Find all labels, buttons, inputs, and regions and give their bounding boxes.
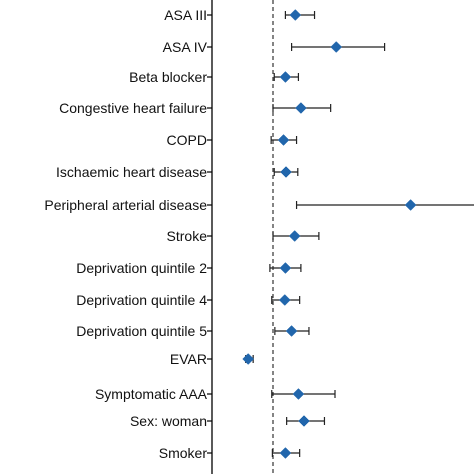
forest-row: ASA IV	[163, 39, 386, 55]
forest-row: Congestive heart failure	[59, 100, 332, 116]
estimate-marker	[285, 325, 298, 337]
category-label: Symptomatic AAA	[95, 386, 208, 402]
estimate-marker	[277, 134, 290, 146]
estimate-marker	[280, 166, 292, 178]
forest-rows: ASA III ASA IV Beta blocker Congestive hear…	[44, 7, 474, 461]
estimate-marker	[242, 353, 255, 365]
forest-row: Ischaemic heart disease	[56, 164, 299, 180]
category-label: Stroke	[167, 228, 208, 244]
estimate-marker	[278, 294, 291, 306]
category-label: COPD	[167, 132, 207, 148]
estimate-marker	[298, 415, 310, 427]
forest-row: Sex: woman	[130, 413, 326, 429]
category-label: Smoker	[159, 445, 208, 461]
forest-row: Peripheral arterial disease	[44, 197, 474, 213]
forest-row: Beta blocker	[129, 69, 300, 85]
estimate-marker	[295, 102, 307, 114]
category-label: Deprivation quintile 4	[76, 292, 207, 308]
category-label: Congestive heart failure	[59, 100, 207, 116]
estimate-marker	[330, 41, 343, 53]
forest-row: Deprivation quintile 2	[76, 260, 302, 276]
category-label: ASA IV	[163, 39, 208, 55]
estimate-marker	[404, 199, 417, 211]
forest-row: EVAR	[170, 351, 255, 367]
estimate-marker	[279, 447, 292, 459]
category-label: ASA III	[164, 7, 207, 23]
category-label: Peripheral arterial disease	[44, 197, 207, 213]
forest-row: Stroke	[167, 228, 320, 244]
forest-row: Deprivation quintile 5	[76, 323, 310, 339]
category-label: Deprivation quintile 2	[76, 260, 207, 276]
estimate-marker	[289, 9, 302, 21]
category-label: Deprivation quintile 5	[76, 323, 207, 339]
estimate-marker	[292, 388, 305, 400]
category-label: Ischaemic heart disease	[56, 164, 207, 180]
forest-row: Smoker	[159, 445, 301, 461]
forest-row: ASA III	[164, 7, 316, 23]
estimate-marker	[279, 71, 292, 83]
category-label: Sex: woman	[130, 413, 207, 429]
estimate-marker	[279, 262, 292, 274]
category-label: EVAR	[170, 351, 207, 367]
category-label: Beta blocker	[129, 69, 207, 85]
forest-row: Symptomatic AAA	[95, 386, 336, 402]
forest-row: Deprivation quintile 4	[76, 292, 301, 308]
forest-row: COPD	[167, 132, 298, 148]
estimate-marker	[288, 230, 301, 242]
